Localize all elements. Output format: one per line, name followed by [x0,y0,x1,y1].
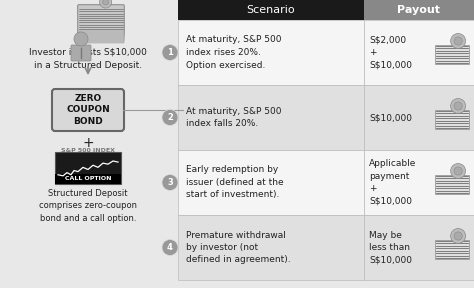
FancyBboxPatch shape [52,89,124,131]
FancyBboxPatch shape [78,5,124,41]
FancyBboxPatch shape [364,0,474,20]
Circle shape [451,229,465,243]
Text: At maturity, S&P 500
index rises 20%.
Option exercised.: At maturity, S&P 500 index rises 20%. Op… [186,35,282,69]
Text: CALL OPTION: CALL OPTION [65,177,111,181]
Text: May be
less than
S$10,000: May be less than S$10,000 [369,230,412,264]
Text: S$2,000
+
S$10,000: S$2,000 + S$10,000 [369,35,412,69]
Text: Investor invests S$10,000
in a Structured Deposit.: Investor invests S$10,000 in a Structure… [29,48,147,69]
Text: Structured Deposit
comprises zero-coupon
bond and a call option.: Structured Deposit comprises zero-coupon… [39,189,137,223]
FancyBboxPatch shape [178,215,364,280]
Text: S$10,000: S$10,000 [369,113,412,122]
FancyBboxPatch shape [364,150,474,215]
FancyBboxPatch shape [78,5,124,43]
Text: Payout: Payout [398,5,440,15]
Circle shape [102,0,109,5]
FancyBboxPatch shape [178,20,364,85]
Circle shape [74,32,88,46]
Circle shape [100,0,111,8]
Text: Early redemption by
issuer (defined at the
start of investment).: Early redemption by issuer (defined at t… [186,166,283,200]
FancyBboxPatch shape [435,45,469,64]
FancyBboxPatch shape [78,5,124,33]
Text: S&P 500 INDEX: S&P 500 INDEX [61,148,115,153]
FancyBboxPatch shape [55,152,121,184]
Text: Applicable
payment
+
S$10,000: Applicable payment + S$10,000 [369,159,416,206]
FancyBboxPatch shape [78,5,124,31]
FancyBboxPatch shape [178,0,364,20]
Circle shape [451,33,465,48]
Circle shape [162,109,178,126]
Text: ZERO
COUPON
BOND: ZERO COUPON BOND [66,94,110,126]
FancyBboxPatch shape [435,175,469,194]
FancyBboxPatch shape [178,150,364,215]
Circle shape [451,98,465,113]
Circle shape [454,102,462,110]
Text: 4: 4 [167,243,173,252]
FancyBboxPatch shape [78,5,124,39]
FancyBboxPatch shape [78,5,124,37]
Text: +: + [82,136,94,150]
Circle shape [451,164,465,179]
FancyBboxPatch shape [364,85,474,150]
FancyBboxPatch shape [55,174,121,184]
Circle shape [454,167,462,175]
FancyBboxPatch shape [71,45,91,61]
Text: 3: 3 [167,178,173,187]
Circle shape [454,37,462,45]
Circle shape [162,175,178,190]
Text: 1: 1 [167,48,173,57]
FancyBboxPatch shape [364,20,474,85]
Text: At maturity, S&P 500
index falls 20%.: At maturity, S&P 500 index falls 20%. [186,107,282,128]
Text: 2: 2 [167,113,173,122]
FancyBboxPatch shape [435,110,469,129]
Circle shape [162,45,178,60]
FancyBboxPatch shape [435,240,469,259]
Text: Scenario: Scenario [246,5,295,15]
FancyBboxPatch shape [78,5,124,35]
Circle shape [162,240,178,255]
FancyBboxPatch shape [364,215,474,280]
Text: Premature withdrawal
by investor (not
defined in agreement).: Premature withdrawal by investor (not de… [186,230,291,264]
FancyBboxPatch shape [178,85,364,150]
Circle shape [454,232,462,240]
